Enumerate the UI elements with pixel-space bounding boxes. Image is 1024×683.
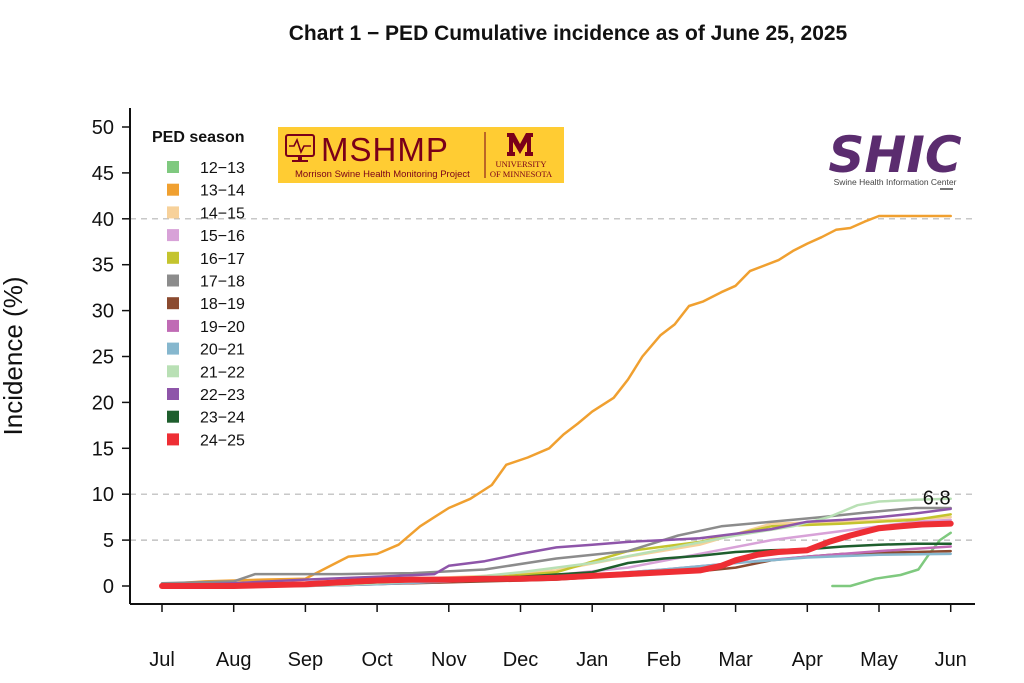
series-line-13−14 — [160, 214, 952, 586]
x-tick-label: Dec — [503, 649, 539, 671]
legend-swatch-19−20 — [167, 319, 179, 332]
x-tick-label: Nov — [431, 649, 467, 671]
mshmp-logo-university-line1: UNIVERSITY — [496, 159, 547, 169]
shic-logo-mark — [940, 188, 953, 190]
x-tick-label: Jun — [935, 649, 967, 671]
y-tick-label: 45 — [92, 163, 114, 185]
x-tick-label: Oct — [362, 649, 394, 671]
x-tick-label: May — [860, 649, 898, 671]
series-line-24−25 — [159, 520, 954, 589]
legend-label-21−22: 21−22 — [200, 364, 245, 381]
legend-swatch-12−13 — [167, 161, 179, 173]
legend-label-16−17: 16−17 — [200, 251, 245, 268]
y-axis-title: Incidence (%) — [0, 277, 28, 436]
legend-label-24−25: 24−25 — [200, 432, 245, 449]
y-tick-label: 35 — [92, 255, 114, 277]
monitor-icon — [285, 134, 315, 162]
legend: 12−13 13−14 14−15 15−16 16−17 17−18 18−19 19−20… — [167, 160, 245, 449]
legend-swatch-22−23 — [167, 388, 179, 400]
legend-swatch-24−25 — [167, 433, 179, 446]
y-tick-label: 5 — [103, 530, 114, 552]
legend-swatch-13−14 — [167, 183, 179, 196]
legend-label-17−18: 17−18 — [200, 274, 245, 291]
series-line-22−23 — [160, 507, 952, 588]
y-tick-label: 40 — [92, 209, 114, 231]
legend-swatch-21−22 — [167, 365, 179, 378]
y-tick-label: 20 — [92, 392, 114, 414]
y-ticks: 0 5 10 15 20 25 30 35 40 45 50 — [92, 117, 130, 598]
shic-logo: SHIC Swine Health Information Center — [828, 126, 962, 190]
mshmp-logo-university-line2: OF MINNESOTA — [490, 169, 553, 179]
legend-swatch-15−16 — [167, 229, 179, 242]
mshmp-logo: MSHMP Morrison Swine Health Monitoring P… — [278, 127, 564, 183]
legend-label-15−16: 15−16 — [200, 228, 245, 245]
y-tick-label: 15 — [92, 438, 114, 460]
x-ticks: Jul Aug Sep Oct Nov Dec Jan Feb Mar Apr May Jun — [149, 604, 967, 671]
mshmp-logo-subtitle: Morrison Swine Health Monitoring Project — [295, 169, 470, 180]
chart-title: Chart 1 − PED Cumulative incidence as of… — [289, 22, 848, 45]
legend-swatch-23−24 — [167, 410, 179, 423]
legend-label-22−23: 22−23 — [200, 387, 245, 404]
shic-logo-subtitle: Swine Health Information Center — [834, 177, 957, 187]
y-tick-label: 10 — [92, 484, 114, 506]
series-line-17−18 — [160, 506, 952, 585]
annotation-last-value: 6.8 — [923, 488, 951, 510]
y-tick-label: 0 — [103, 576, 114, 598]
legend-label-23−24: 23−24 — [200, 410, 245, 427]
legend-label-12−13: 12−13 — [200, 160, 245, 177]
y-tick-label: 30 — [92, 301, 114, 323]
x-tick-label: Jan — [576, 649, 608, 671]
legend-swatch-18−19 — [167, 297, 179, 310]
x-tick-label: Mar — [718, 649, 753, 671]
legend-label-19−20: 19−20 — [200, 319, 245, 336]
y-tick-label: 25 — [92, 347, 114, 369]
x-tick-label: Apr — [792, 649, 823, 671]
x-tick-label: Feb — [647, 649, 681, 671]
legend-title: PED season — [152, 129, 244, 146]
minnesota-m-icon — [507, 133, 533, 156]
x-tick-label: Jul — [149, 649, 175, 671]
series-line-12−13 — [831, 531, 952, 588]
mshmp-logo-name: MSHMP — [321, 131, 449, 168]
legend-label-18−19: 18−19 — [200, 296, 245, 313]
legend-label-13−14: 13−14 — [200, 183, 245, 200]
y-tick-label: 50 — [92, 117, 114, 139]
legend-label-20−21: 20−21 — [200, 342, 245, 359]
legend-swatch-20−21 — [167, 342, 179, 355]
legend-swatch-16−17 — [167, 251, 179, 264]
x-tick-label: Sep — [288, 649, 324, 671]
mshmp-logo-background — [278, 127, 564, 183]
series-lines — [159, 214, 954, 589]
x-tick-label: Aug — [216, 649, 252, 671]
legend-label-14−15: 14−15 — [200, 205, 245, 222]
legend-swatch-17−18 — [167, 274, 179, 287]
shic-logo-name: SHIC — [828, 126, 961, 184]
reference-lines — [130, 218, 975, 541]
legend-swatch-14−15 — [167, 206, 179, 219]
